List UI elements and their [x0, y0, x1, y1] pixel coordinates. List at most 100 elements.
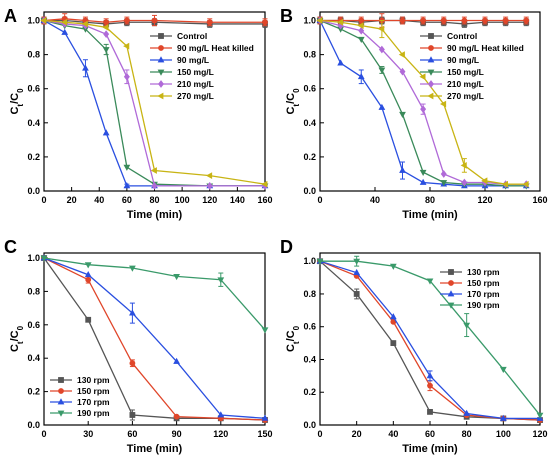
- data-point: [420, 17, 427, 24]
- data-point: [463, 322, 471, 329]
- data-point: [353, 268, 361, 276]
- series-line: [43, 257, 266, 421]
- legend-marker: [157, 69, 165, 76]
- series-line: [43, 257, 266, 419]
- y-tick-label: 0.2: [27, 152, 40, 162]
- data-point: [399, 111, 406, 119]
- x-tick-label: 160: [257, 195, 272, 205]
- data-point: [261, 414, 269, 421]
- y-tick-label: 0.8: [27, 286, 40, 296]
- series-line: [44, 19, 265, 25]
- x-tick-label: 0: [317, 195, 322, 205]
- panel-letter: C: [4, 237, 17, 257]
- data-point: [85, 316, 92, 323]
- x-tick-label: 20: [67, 195, 77, 205]
- data-point: [206, 19, 213, 26]
- legend-marker: [158, 33, 164, 39]
- series-line: [43, 257, 266, 331]
- x-axis-title: Time (min): [402, 209, 458, 221]
- x-tick-label: 60: [425, 429, 435, 439]
- y-tick-label: 1.0: [27, 253, 40, 263]
- data-point: [81, 20, 88, 28]
- x-tick-label: 0: [317, 429, 322, 439]
- data-point: [60, 18, 68, 26]
- data-point: [123, 17, 130, 24]
- data-point: [123, 42, 130, 50]
- panel-letter: A: [4, 6, 17, 26]
- y-tick-label: 0.4: [27, 353, 40, 363]
- x-tick-label: 20: [352, 429, 362, 439]
- legend-label: 150 rpm: [77, 386, 110, 396]
- data-point: [482, 17, 488, 24]
- legend-label: 150 mg/L: [447, 67, 484, 77]
- y-tick-label: 0.6: [303, 84, 316, 94]
- series-line: [43, 18, 265, 23]
- y-tick-label: 0.4: [303, 118, 316, 128]
- data-point: [357, 73, 365, 80]
- series-170-rpm: [40, 254, 269, 421]
- data-point: [358, 26, 365, 35]
- data-point: [173, 413, 180, 420]
- legend-marker: [427, 69, 435, 76]
- legend-label: 190 rpm: [467, 300, 500, 310]
- x-axis-title: Time (min): [127, 443, 183, 455]
- data-point: [103, 30, 110, 39]
- x-tick-label: 40: [94, 195, 104, 205]
- y-tick-label: 0.8: [303, 289, 316, 299]
- legend-marker: [158, 45, 164, 51]
- legend-marker: [157, 92, 164, 100]
- data-point: [61, 28, 69, 35]
- data-point: [427, 382, 433, 389]
- legend-marker: [57, 398, 65, 405]
- legend-marker: [428, 33, 434, 39]
- legend-label: 210 mg/L: [177, 79, 214, 89]
- data-point: [390, 340, 397, 346]
- x-tick-label: 80: [425, 195, 435, 205]
- y-tick-label: 0.0: [303, 420, 316, 430]
- plot-frame: [43, 11, 266, 192]
- data-point: [460, 162, 467, 169]
- x-tick-label: 40: [370, 195, 380, 205]
- data-point: [419, 178, 427, 185]
- data-point: [206, 172, 213, 180]
- x-tick-label: 0: [41, 195, 46, 205]
- y-tick-label: 0.8: [303, 50, 316, 60]
- y-tick-label: 0.6: [303, 322, 316, 332]
- data-point: [523, 17, 530, 24]
- data-point: [151, 17, 158, 24]
- data-point: [123, 182, 131, 189]
- panel-b: B 0 40 80 120 160 0.0 0.2 0.4 0.6 0.8 1.0 Time (min)…: [280, 6, 548, 221]
- x-tick-label: 120: [213, 429, 228, 439]
- data-point: [102, 47, 110, 54]
- y-tick-label: 0.4: [27, 118, 40, 128]
- x-tick-label: 160: [532, 195, 547, 205]
- data-point: [129, 265, 136, 272]
- x-tick-label: 120: [532, 429, 547, 439]
- data-point: [461, 17, 468, 24]
- legend-label: Control: [177, 31, 207, 41]
- data-point: [261, 180, 268, 188]
- data-point: [217, 411, 225, 418]
- data-point: [481, 177, 488, 185]
- data-point: [206, 182, 213, 190]
- data-point: [316, 258, 324, 265]
- series-line: [43, 19, 265, 187]
- data-point: [129, 309, 136, 316]
- data-point: [419, 169, 427, 176]
- legend-label: 150 mg/L: [177, 67, 214, 77]
- data-point: [440, 100, 447, 108]
- series-line: [43, 19, 266, 185]
- data-point: [103, 19, 110, 26]
- panel-c: C 0 30 60 90 120 150 0.0 0.2 0.4 0.6 0.8 1.0 Time (mi…: [4, 237, 273, 455]
- legend-label: 210 mg/L: [447, 79, 484, 89]
- data-point: [536, 412, 544, 419]
- data-point: [389, 313, 397, 320]
- data-point: [151, 182, 158, 190]
- legend-label: 90 mg/L Heat killed: [447, 43, 524, 53]
- data-point: [357, 36, 365, 44]
- data-point: [499, 414, 507, 421]
- y-axis-title: Ct/C0: [9, 325, 25, 352]
- legend-marker: [447, 302, 455, 309]
- legend-marker: [58, 377, 64, 383]
